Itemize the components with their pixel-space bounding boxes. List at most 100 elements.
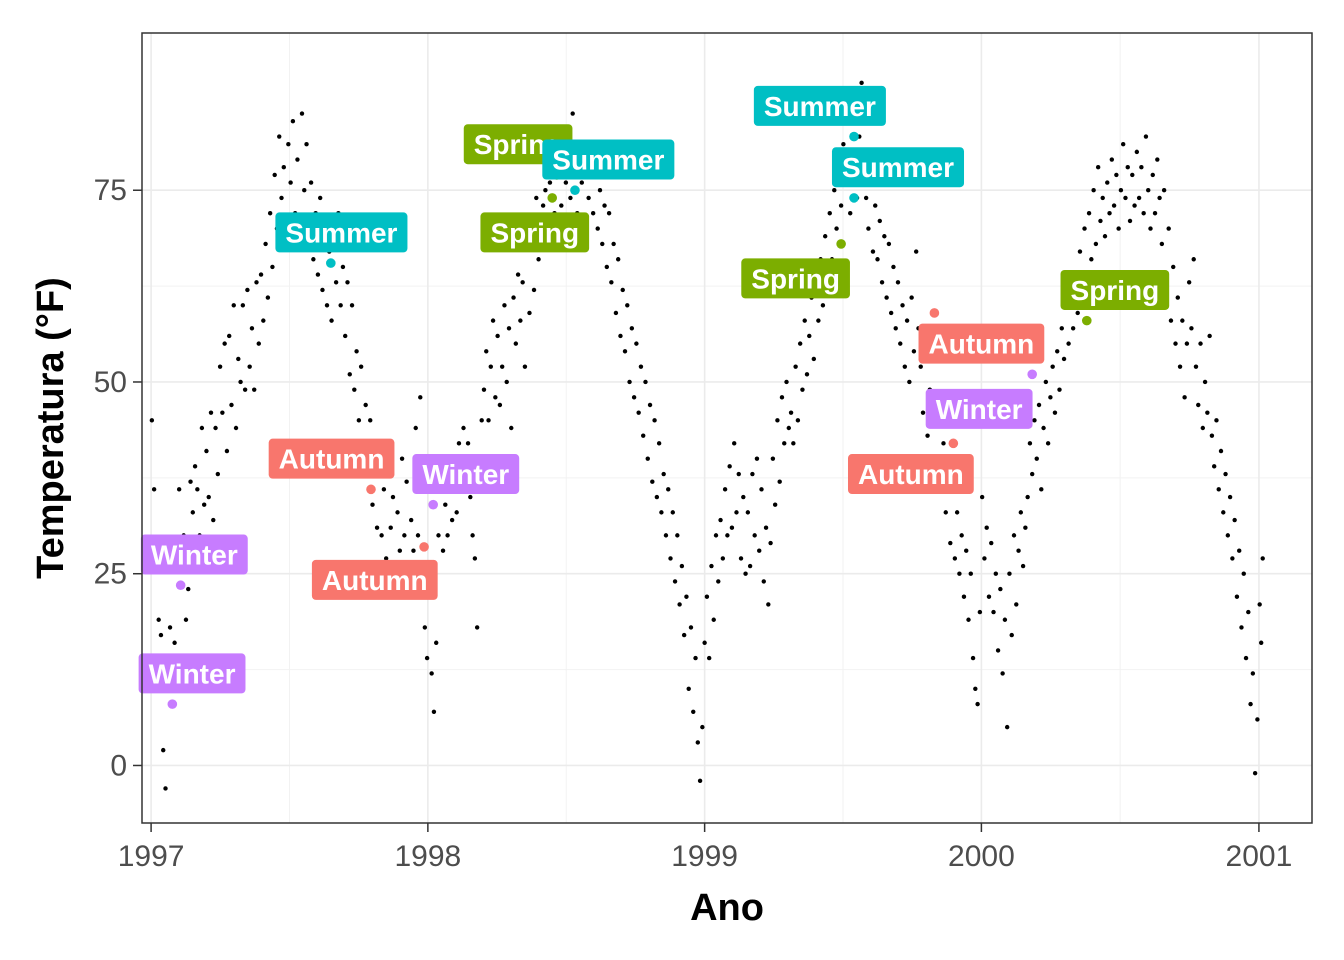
data-point (333, 280, 339, 285)
data-point (1093, 241, 1099, 247)
season-callout: Spring (1060, 269, 1170, 310)
data-point (645, 456, 650, 461)
data-point (418, 395, 423, 400)
data-point (1209, 433, 1215, 438)
data-point (490, 318, 496, 323)
data-point (959, 533, 964, 538)
data-point (1225, 533, 1231, 538)
callout-label: Summer (552, 145, 664, 176)
callout-box (412, 454, 520, 495)
data-point (643, 379, 648, 385)
x-tick-label: 2001 (1226, 840, 1293, 873)
data-point (779, 395, 785, 400)
data-point (636, 410, 641, 415)
data-point (493, 395, 498, 400)
data-point (989, 540, 994, 546)
data-point (725, 533, 730, 538)
data-point (1205, 410, 1210, 415)
data-point (443, 502, 448, 507)
data-point (236, 356, 241, 362)
data-point (816, 318, 821, 323)
data-point (720, 556, 726, 561)
data-point (641, 433, 646, 438)
data-point (1241, 571, 1246, 576)
data-point (1070, 326, 1076, 331)
data-point (1095, 165, 1101, 170)
data-point (891, 264, 896, 270)
data-point (870, 249, 876, 254)
data-point (445, 533, 450, 538)
callout-label: Summer (285, 217, 397, 248)
data-point (1258, 640, 1264, 645)
data-point (734, 510, 739, 515)
data-point (1052, 410, 1058, 415)
data-point (1123, 195, 1128, 201)
y-tick-label: 0 (110, 749, 127, 782)
data-point (800, 387, 805, 392)
season-callout: Winter (140, 534, 248, 575)
data-point (1034, 456, 1039, 461)
data-point (663, 533, 669, 538)
data-point (968, 571, 973, 576)
data-point (766, 602, 771, 607)
data-point (909, 295, 914, 300)
data-point (973, 686, 978, 691)
data-point (747, 563, 753, 569)
data-point (811, 356, 817, 362)
data-point (495, 333, 500, 339)
data-point (759, 487, 764, 492)
data-point (788, 410, 794, 415)
data-point (176, 487, 182, 492)
x-tick-label: 1998 (394, 840, 461, 873)
data-point (358, 364, 364, 369)
data-point (1221, 510, 1226, 515)
callout-label: Autumn (858, 459, 964, 490)
data-point (1157, 195, 1162, 201)
data-point (568, 195, 573, 201)
data-point (304, 142, 309, 147)
data-point (741, 494, 746, 500)
data-point (952, 556, 958, 561)
data-point (504, 379, 509, 385)
data-point (231, 303, 236, 308)
data-point (907, 379, 912, 385)
data-point (752, 533, 757, 538)
data-point (600, 241, 605, 247)
data-point (368, 418, 373, 423)
data-point (882, 234, 887, 239)
callout-box (140, 534, 248, 575)
data-point (1143, 134, 1149, 139)
data-point (515, 272, 521, 277)
data-point (186, 586, 191, 592)
data-point (413, 425, 418, 431)
data-point (329, 318, 334, 323)
data-point (1257, 602, 1262, 607)
data-point (706, 655, 712, 661)
season-callout: Spring (480, 212, 590, 253)
callout-box (925, 388, 1033, 429)
data-point (675, 533, 680, 538)
data-point (1020, 563, 1026, 569)
data-point (1146, 188, 1151, 193)
callout-box (542, 139, 675, 180)
data-point (277, 134, 282, 139)
x-tick-label: 1997 (118, 840, 185, 873)
data-point (1111, 203, 1117, 208)
data-point (832, 188, 837, 193)
data-point (195, 487, 200, 492)
data-point (647, 402, 653, 408)
data-point (213, 425, 218, 431)
callout-label: Spring (490, 217, 579, 248)
data-point (1223, 471, 1228, 477)
data-point (461, 425, 466, 431)
data-point (354, 349, 359, 354)
highlight-point (948, 438, 959, 449)
data-point (768, 540, 773, 546)
data-point (986, 594, 992, 599)
data-point (606, 211, 612, 216)
data-point (506, 326, 512, 331)
data-point (1059, 326, 1064, 331)
data-point (1130, 172, 1135, 178)
data-point (1182, 395, 1187, 400)
axis-ticks: 1997 1998 1999 2000 2001 0 25 50 75 (94, 174, 1293, 873)
